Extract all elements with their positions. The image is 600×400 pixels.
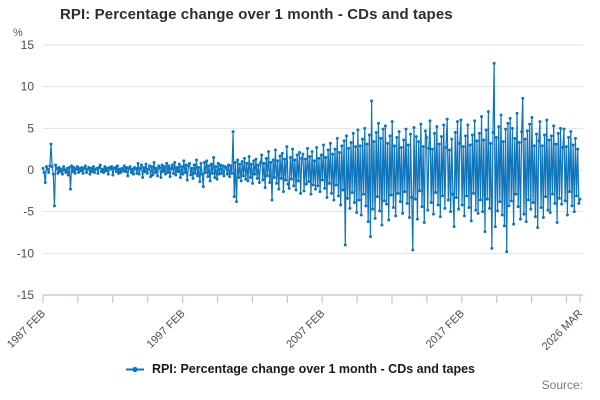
chart-title: RPI: Percentage change over 1 month - CD… [60,6,453,23]
data-series-markers [41,61,582,254]
x-tick-label: 2007 FEB [284,308,327,351]
y-tick-label: -10 [17,246,35,260]
x-tick-label: 2026 MAR [540,308,585,353]
y-tick-label: 5 [27,121,34,135]
legend[interactable]: RPI: Percentage change over 1 month - CD… [0,362,600,376]
source-label: Source: [541,378,583,392]
y-tick-label: -5 [23,205,34,219]
x-tick-label: 1987 FEB [5,308,48,351]
y-tick-label: 10 [21,80,35,94]
chart-plot-area[interactable]: 15 10 5 0 -5 -10 -15 1987 FEB 1997 FEB 2007 FEB 20… [0,0,600,355]
y-tick-label: 15 [21,38,35,52]
y-tick-label: 0 [27,163,34,177]
legend-label: RPI: Percentage change over 1 month - CD… [152,362,475,376]
y-axis-unit-label: % [13,27,23,39]
legend-line-marker-icon [125,365,145,374]
data-series-line [42,62,581,253]
x-tick-label: 1997 FEB [145,308,188,351]
x-tick-label: 2017 FEB [424,308,467,351]
y-tick-label: -15 [17,288,35,302]
